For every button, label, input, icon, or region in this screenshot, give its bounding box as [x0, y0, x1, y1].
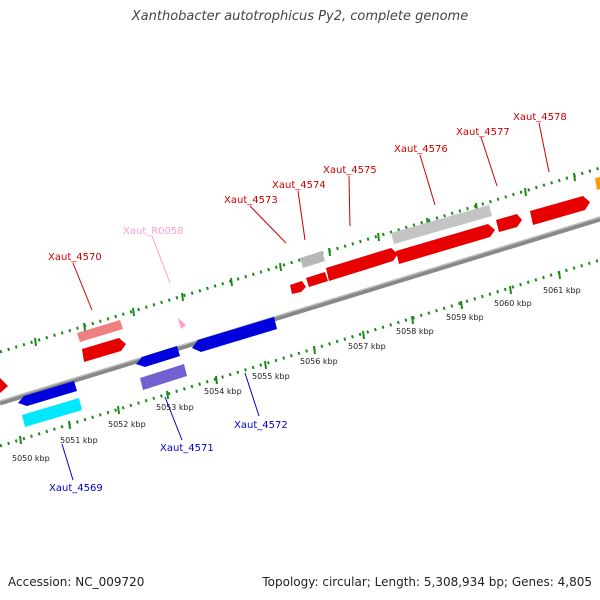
gene-labels-top[interactable]: Xaut_4570 Xaut_R0058 Xaut_4573 Xaut_4574… — [48, 112, 567, 263]
genome-title: Xanthobacter autotrophicus Py2, complete… — [131, 9, 469, 24]
gene-block-4569-cyan[interactable] — [22, 398, 82, 427]
gene-block-orange[interactable] — [595, 177, 600, 190]
genome-backbone — [0, 216, 600, 406]
kbp-label: 5058 kbp — [396, 327, 434, 336]
genome-backbone-highlight — [0, 216, 600, 402]
gene-label-4570[interactable]: Xaut_4570 — [48, 252, 102, 263]
gene-block-left-red[interactable] — [0, 378, 8, 393]
accession-text: Accession: NC_009720 — [8, 575, 145, 589]
gene-block-4575[interactable] — [326, 248, 398, 281]
inner-tick-track — [0, 258, 600, 448]
gene-block-4576-gray[interactable] — [391, 205, 492, 244]
rna-marker-r0058[interactable] — [178, 318, 186, 329]
inner-major-ticks — [19, 270, 561, 445]
gene-label-4573[interactable]: Xaut_4573 — [224, 195, 278, 206]
gene-label-4569[interactable]: Xaut_4569 — [49, 483, 103, 494]
gene-block-4577[interactable] — [496, 214, 522, 232]
kbp-label: 5056 kbp — [300, 357, 338, 366]
gene-label-4577[interactable]: Xaut_4577 — [456, 127, 510, 138]
kbp-label: 5061 kbp — [543, 286, 581, 295]
gene-block-4572[interactable] — [192, 317, 277, 352]
gene-block-4576[interactable] — [396, 224, 495, 264]
gene-label-4575[interactable]: Xaut_4575 — [323, 165, 377, 176]
reverse-strand-genes[interactable] — [18, 317, 277, 427]
gene-label-4578[interactable]: Xaut_4578 — [513, 112, 567, 123]
kbp-labels: 5050 kbp 5051 kbp 5052 kbp 5053 kbp 5054… — [12, 286, 581, 463]
kbp-label: 5059 kbp — [446, 313, 484, 322]
gene-block-4570-light[interactable] — [77, 320, 123, 342]
kbp-label: 5050 kbp — [12, 454, 50, 463]
gene-block-4574[interactable] — [306, 272, 328, 287]
outer-tick-track — [0, 166, 600, 354]
kbp-label: 5052 kbp — [108, 420, 146, 429]
gene-block-4574-gray[interactable] — [300, 251, 325, 268]
gene-label-4571[interactable]: Xaut_4571 — [160, 443, 214, 454]
label-leaders — [61, 122, 550, 481]
topology-text: Topology: circular; Length: 5,308,934 bp… — [262, 575, 592, 589]
gene-block-4573[interactable] — [290, 281, 306, 294]
kbp-label: 5060 kbp — [494, 299, 532, 308]
gene-block-4570[interactable] — [82, 338, 126, 362]
kbp-label: 5053 kbp — [156, 403, 194, 412]
gene-label-4576[interactable]: Xaut_4576 — [394, 144, 448, 155]
gene-labels-bottom[interactable]: Xaut_4569 Xaut_4571 Xaut_4572 — [49, 420, 288, 494]
kbp-label: 5057 kbp — [348, 342, 386, 351]
gene-block-4571[interactable] — [136, 346, 180, 367]
gene-label-4572[interactable]: Xaut_4572 — [234, 420, 288, 431]
kbp-label: 5051 kbp — [60, 436, 98, 445]
gene-block-4569[interactable] — [18, 381, 77, 406]
forward-strand-genes[interactable] — [0, 177, 600, 393]
kbp-label: 5054 kbp — [204, 387, 242, 396]
gene-block-4571-light[interactable] — [140, 364, 187, 390]
gene-block-4578[interactable] — [530, 196, 590, 225]
gene-label-r0058[interactable]: Xaut_R0058 — [123, 226, 184, 237]
kbp-label: 5055 kbp — [252, 372, 290, 381]
gene-label-4574[interactable]: Xaut_4574 — [272, 180, 326, 191]
